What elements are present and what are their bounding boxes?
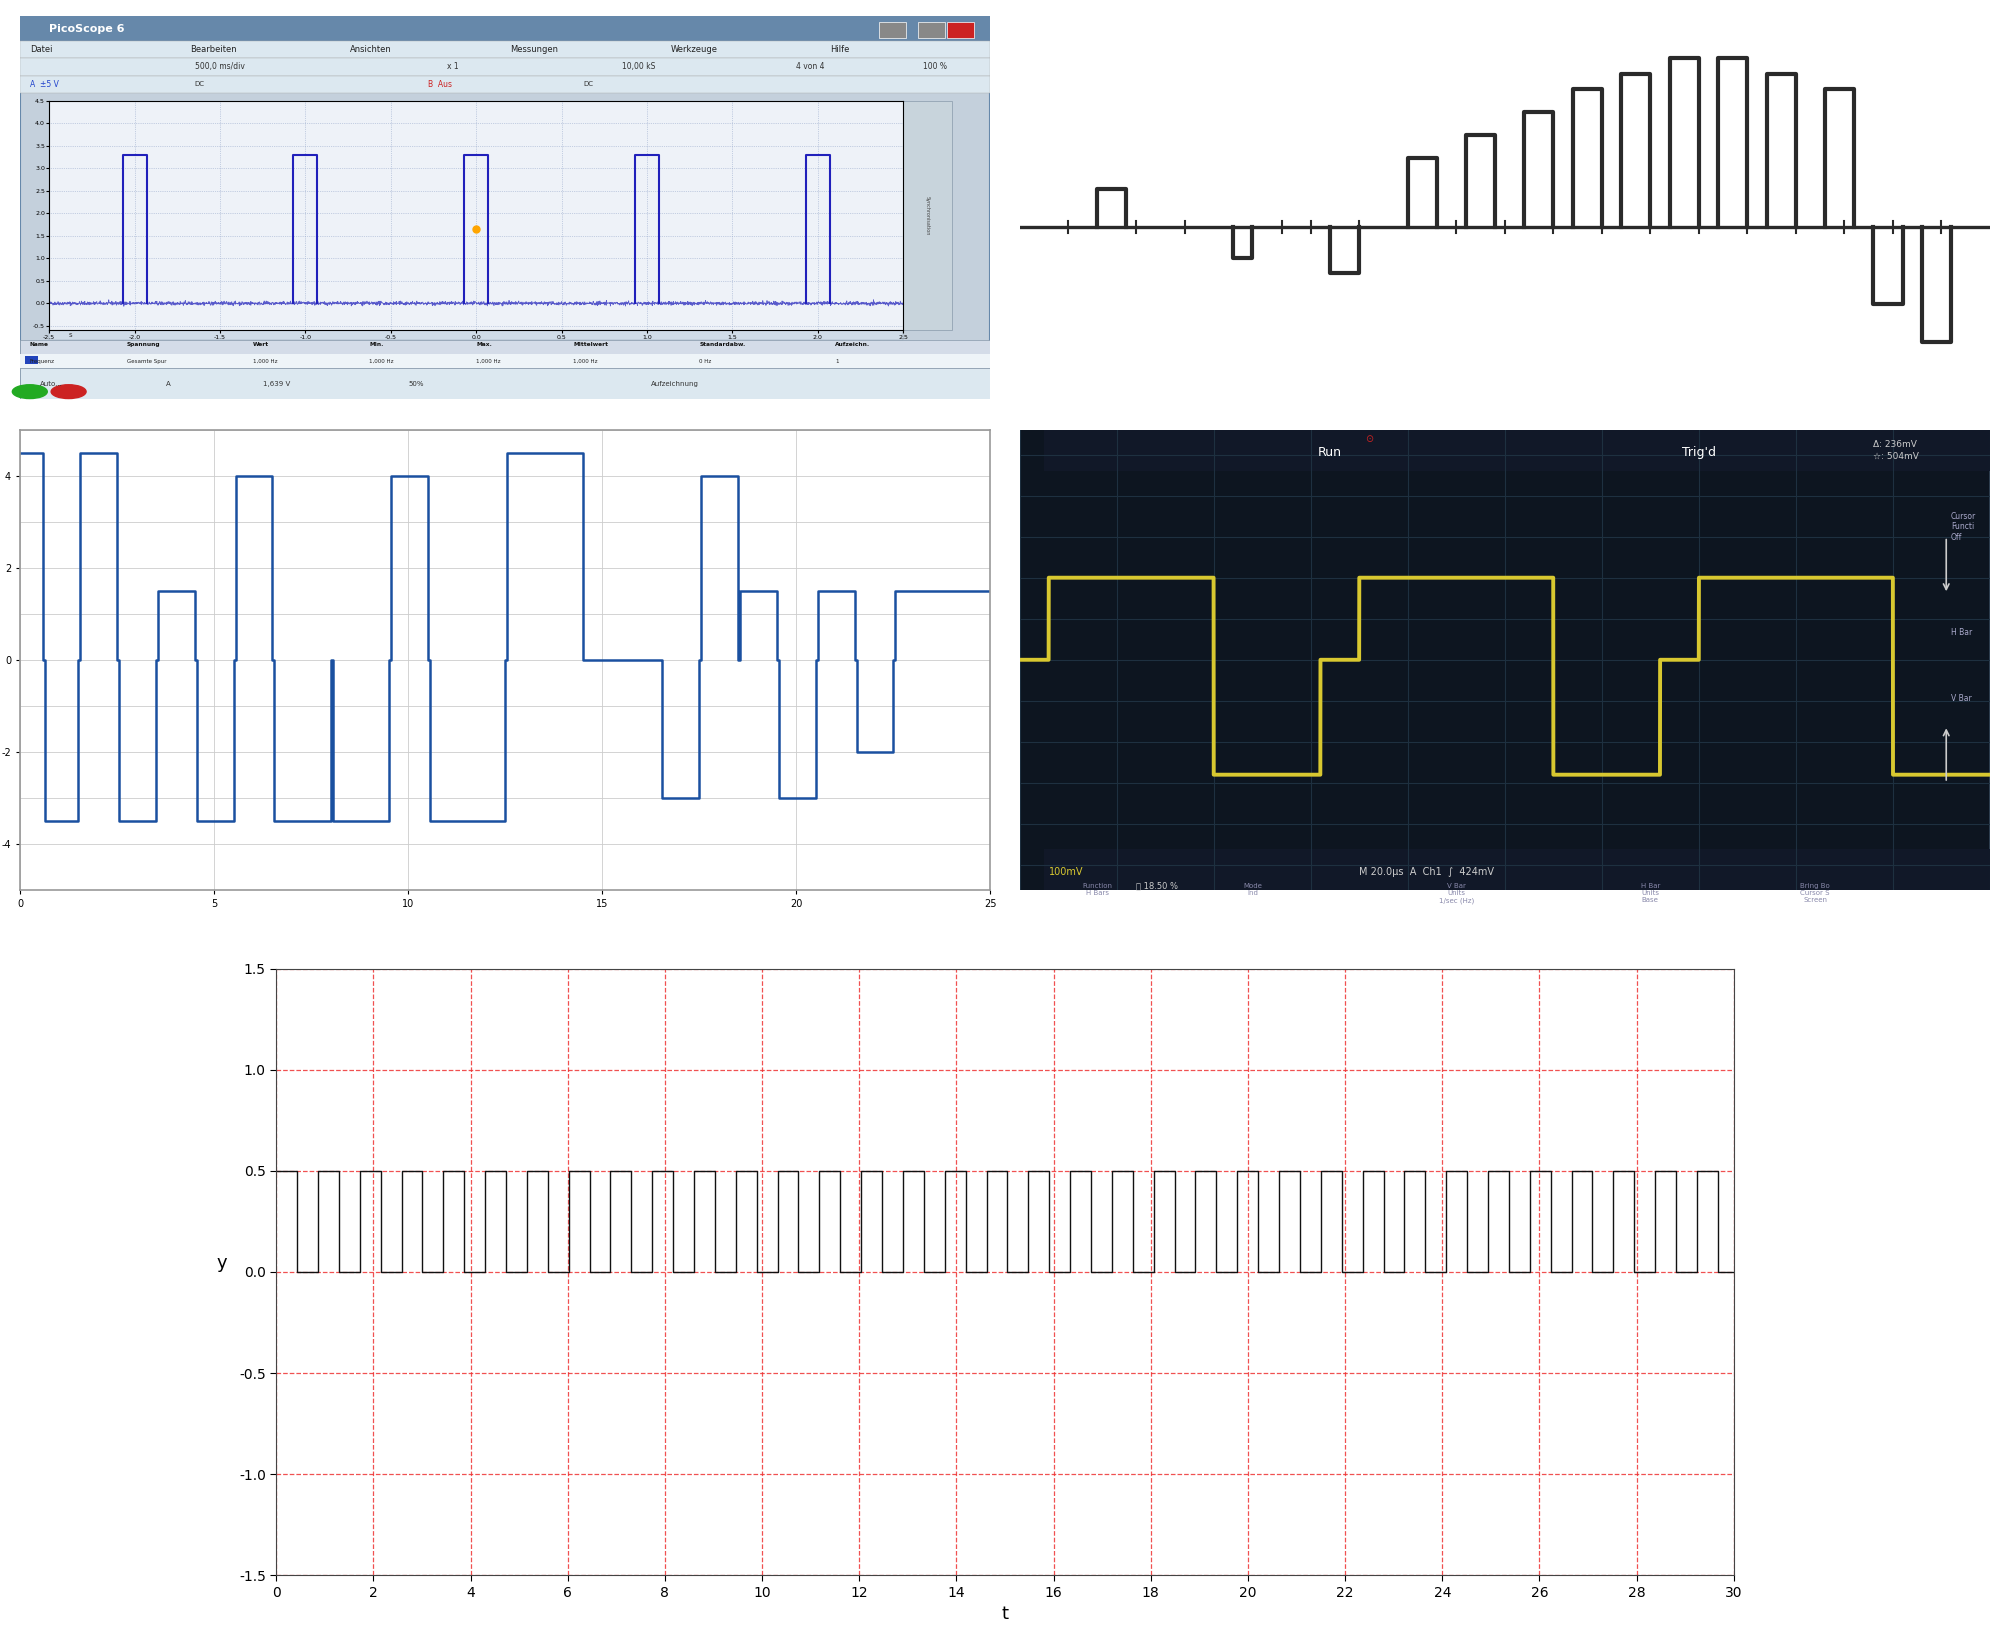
Text: DC: DC — [583, 81, 593, 88]
Text: Name: Name — [30, 343, 48, 348]
FancyBboxPatch shape — [20, 41, 991, 59]
Text: 1,639 V: 1,639 V — [263, 380, 289, 387]
Text: Hilfe: Hilfe — [830, 46, 850, 54]
Text: Trig'd: Trig'd — [1682, 447, 1717, 460]
FancyBboxPatch shape — [20, 59, 991, 76]
Circle shape — [50, 385, 86, 398]
Text: PicoScope 6: PicoScope 6 — [48, 24, 125, 34]
Text: ⊙: ⊙ — [1365, 434, 1373, 444]
Text: 1,000 Hz: 1,000 Hz — [476, 358, 500, 364]
Text: 500,0 ms/div: 500,0 ms/div — [195, 62, 245, 72]
Text: Standardabw.: Standardabw. — [699, 343, 746, 348]
FancyBboxPatch shape — [20, 16, 991, 400]
Text: Gesamte Spur: Gesamte Spur — [127, 358, 167, 364]
Text: Spannung: Spannung — [127, 343, 161, 348]
Text: M 20.0µs  A  Ch1  ∫  424mV: M 20.0µs A Ch1 ∫ 424mV — [1359, 867, 1493, 876]
Text: Max.: Max. — [476, 343, 492, 348]
Text: Min.: Min. — [370, 343, 384, 348]
FancyBboxPatch shape — [1019, 455, 1990, 865]
Text: Datei: Datei — [30, 46, 52, 54]
Text: A  ±5 V: A ±5 V — [30, 80, 58, 89]
Text: ⬜ 18.50 %: ⬜ 18.50 % — [1136, 881, 1178, 889]
Text: s: s — [68, 332, 72, 338]
FancyBboxPatch shape — [878, 23, 907, 39]
Text: 1,000 Hz: 1,000 Hz — [370, 358, 394, 364]
Text: Bring Bo
Cursor S
Screen: Bring Bo Cursor S Screen — [1801, 883, 1831, 902]
Text: DC: DC — [195, 81, 205, 88]
Text: Wert: Wert — [253, 343, 269, 348]
Text: Cursor
Functi
Off: Cursor Functi Off — [1952, 512, 1976, 541]
Text: Bearbeiten: Bearbeiten — [189, 46, 237, 54]
FancyBboxPatch shape — [48, 330, 902, 340]
Text: 1: 1 — [836, 358, 838, 364]
Text: ☆: 504mV: ☆: 504mV — [1873, 452, 1920, 460]
FancyBboxPatch shape — [20, 354, 991, 367]
Text: Aufzeichn.: Aufzeichn. — [836, 343, 870, 348]
FancyBboxPatch shape — [1015, 429, 1043, 889]
Text: 100 %: 100 % — [923, 62, 947, 72]
FancyBboxPatch shape — [1019, 849, 1990, 889]
Text: Mittelwert: Mittelwert — [573, 343, 609, 348]
Text: 50%: 50% — [408, 380, 424, 387]
Text: Run: Run — [1319, 447, 1343, 460]
Text: Function
H Bars: Function H Bars — [1081, 883, 1112, 896]
Text: H Bar: H Bar — [1952, 628, 1972, 637]
Text: 4 von 4: 4 von 4 — [796, 62, 824, 72]
Text: 1,000 Hz: 1,000 Hz — [573, 358, 597, 364]
Text: Aufzeichnung: Aufzeichnung — [651, 380, 699, 387]
Text: 10,00 kS: 10,00 kS — [621, 62, 655, 72]
Text: Δ: 236mV: Δ: 236mV — [1873, 441, 1918, 449]
Text: Werkzeuge: Werkzeuge — [669, 46, 718, 54]
FancyBboxPatch shape — [902, 101, 951, 330]
Text: Mode
Ind: Mode Ind — [1242, 883, 1262, 896]
FancyBboxPatch shape — [947, 23, 975, 39]
Text: B  Aus: B Aus — [428, 80, 452, 89]
Text: x 1: x 1 — [446, 62, 458, 72]
Text: H Bar
Units
Base: H Bar Units Base — [1640, 883, 1660, 902]
Text: Synchronisation: Synchronisation — [925, 195, 931, 236]
FancyBboxPatch shape — [24, 356, 38, 364]
Text: 0 Hz: 0 Hz — [699, 358, 712, 364]
FancyBboxPatch shape — [20, 340, 991, 367]
Text: V Bar: V Bar — [1952, 694, 1972, 702]
FancyBboxPatch shape — [919, 23, 945, 39]
Text: Messungen: Messungen — [511, 46, 559, 54]
FancyBboxPatch shape — [1019, 429, 1990, 472]
Text: Ansichten: Ansichten — [350, 46, 392, 54]
Text: Frequenz: Frequenz — [30, 358, 54, 364]
FancyBboxPatch shape — [20, 16, 991, 41]
Text: Auto...: Auto... — [40, 380, 62, 387]
Text: 100mV: 100mV — [1049, 867, 1083, 876]
Circle shape — [12, 385, 48, 398]
FancyBboxPatch shape — [20, 367, 991, 400]
Text: 1,000 Hz: 1,000 Hz — [253, 358, 277, 364]
Text: A: A — [165, 380, 171, 387]
Text: V Bar
Units
1/sec (Hz): V Bar Units 1/sec (Hz) — [1439, 883, 1473, 904]
FancyBboxPatch shape — [20, 76, 991, 93]
